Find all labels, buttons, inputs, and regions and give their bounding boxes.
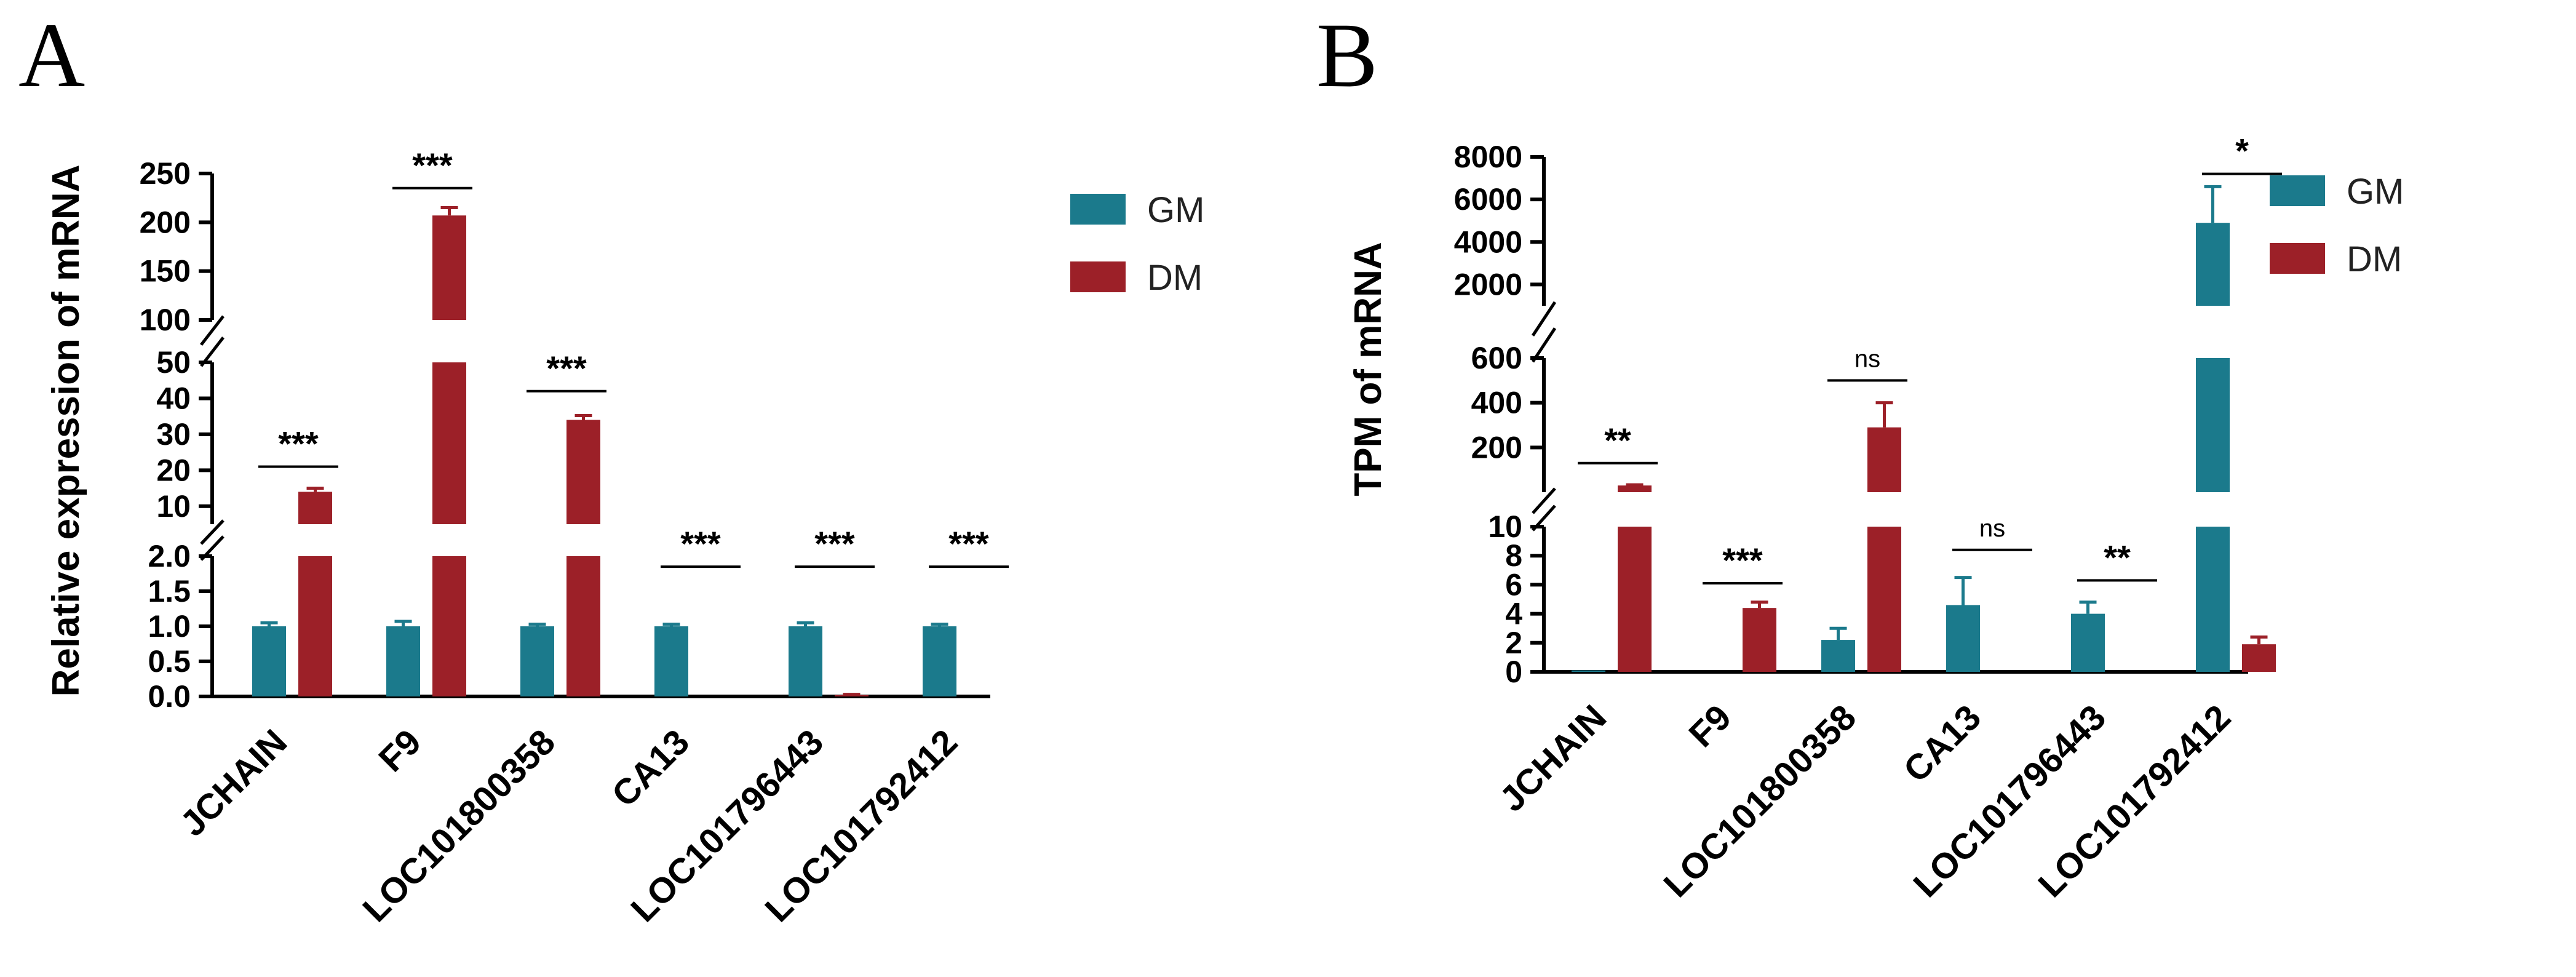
y-axis-label: Relative expression of mRNA (45, 165, 87, 697)
bar-gm (386, 626, 420, 696)
significance-label: *** (1722, 541, 1763, 580)
bar-gm (654, 626, 688, 696)
bar-dm (432, 215, 466, 320)
x-category-label: CA13 (604, 722, 697, 815)
y-tick-label: 0 (1505, 655, 1522, 689)
y-tick-label: 2 (1505, 626, 1522, 660)
bar-dm (1867, 427, 1901, 492)
y-tick-label: 4 (1505, 597, 1522, 631)
bar-dm (2242, 644, 2276, 672)
axis-break-mark (1531, 301, 1557, 337)
significance-label: *** (814, 524, 855, 563)
bar-gm (789, 626, 822, 696)
bar-gm (2196, 223, 2230, 306)
axis-break-mark (1531, 327, 1557, 363)
significance-label: ns (1854, 345, 1880, 372)
y-tick-label: 150 (140, 254, 191, 289)
bar-gm (923, 626, 956, 696)
legend-label-gm: GM (1147, 190, 1204, 230)
y-tick-label: 0.5 (148, 644, 191, 679)
x-category-label: CA13 (1896, 697, 1989, 790)
y-tick-label: 6 (1505, 567, 1522, 602)
significance-label: ns (1979, 515, 2005, 542)
y-tick-label: 600 (1471, 341, 1522, 375)
y-tick-label: 50 (156, 345, 191, 380)
axis-break-mark (200, 315, 225, 346)
x-category-label: F9 (371, 722, 429, 780)
y-tick-label: 0.0 (148, 679, 191, 714)
bar-dm (432, 556, 466, 696)
bar-gm (2196, 358, 2230, 492)
y-tick-label: 200 (140, 205, 191, 239)
x-category-label: JCHAIN (173, 722, 295, 844)
y-tick-label: 40 (156, 381, 191, 415)
bar-gm (1572, 670, 1605, 672)
significance-label: *** (680, 524, 721, 563)
bar-gm (2196, 527, 2230, 672)
significance-label: *** (948, 524, 989, 563)
x-category-label: F9 (1681, 697, 1739, 755)
significance-label: *** (546, 349, 587, 388)
bar-gm (2071, 613, 2105, 672)
axis-break-mark (200, 519, 225, 545)
y-tick-label: 400 (1471, 386, 1522, 420)
y-tick-label: 100 (140, 303, 191, 337)
y-tick-label: 200 (1471, 430, 1522, 465)
bar-gm (1821, 640, 1855, 672)
bar-gm (1946, 605, 1980, 672)
legend-swatch-dm (2270, 243, 2325, 274)
y-tick-label: 2.0 (148, 539, 191, 573)
y-tick-label: 4000 (1454, 225, 1522, 259)
y-tick-label: 6000 (1454, 182, 1522, 217)
bar-dm (432, 362, 466, 524)
y-tick-label: 1.0 (148, 609, 191, 644)
y-tick-label: 30 (156, 417, 191, 452)
bar-gm (252, 626, 286, 696)
y-tick-label: 2000 (1454, 267, 1522, 301)
legend-label-gm: GM (2347, 172, 2404, 212)
x-category-label: JCHAIN (1492, 697, 1615, 819)
bar-dm (1867, 527, 1901, 672)
axis-break-mark (1532, 504, 1556, 532)
bar-dm (298, 492, 332, 524)
y-tick-label: 10 (1488, 509, 1522, 544)
significance-label: ** (2104, 538, 2131, 576)
bar-dm (1743, 608, 1776, 672)
bar-dm (566, 420, 600, 524)
significance-label: ** (1604, 421, 1631, 460)
legend-label-dm: DM (2347, 239, 2402, 279)
axis-break-mark (200, 336, 225, 367)
y-tick-label: 8000 (1454, 140, 1522, 174)
axis-break-mark (1532, 487, 1556, 514)
significance-label: *** (412, 146, 453, 185)
bar-dm (298, 556, 332, 696)
y-axis-label: TPM of mRNA (1347, 242, 1389, 496)
legend-swatch-gm (2270, 175, 2325, 206)
axis-break-mark (200, 535, 225, 561)
significance-label: *** (278, 424, 319, 463)
bar-dm (1618, 485, 1652, 492)
legend-label-dm: DM (1147, 258, 1203, 298)
y-tick-label: 20 (156, 453, 191, 487)
y-tick-label: 8 (1505, 538, 1522, 573)
y-tick-label: 10 (156, 489, 191, 524)
panel-letter: B (1316, 4, 1378, 106)
panel-letter: A (18, 4, 85, 106)
bar-dm (566, 556, 600, 696)
panel-a-chart: A Relative expression of mRNA 0.00.51.01.5… (18, 4, 1204, 930)
bar-gm (520, 626, 554, 696)
y-tick-label: 250 (140, 156, 191, 191)
bar-dm (1618, 527, 1652, 672)
significance-label: * (2235, 132, 2249, 170)
legend-swatch-gm (1070, 194, 1126, 225)
legend-swatch-dm (1070, 261, 1126, 292)
y-tick-label: 1.5 (148, 574, 191, 608)
